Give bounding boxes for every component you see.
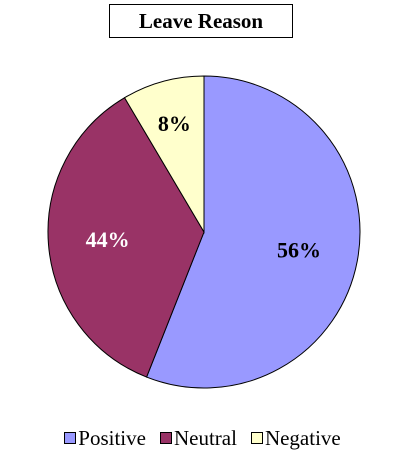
slice-label-neutral: 44% <box>86 227 130 252</box>
legend-swatch-neutral <box>159 432 172 444</box>
pie-slice-positive <box>145 75 361 389</box>
pie-slice-neutral <box>47 97 205 378</box>
legend-entry-positive: Positive <box>64 426 146 450</box>
legend-label-neutral: Neutral <box>173 426 237 450</box>
legend-label-negative: Negative <box>264 426 341 450</box>
legend-label-positive: Positive <box>78 426 146 450</box>
legend-entry-negative: Negative <box>250 426 341 450</box>
legend: Positive Neutral Negative <box>0 424 405 452</box>
legend-swatch-negative <box>250 432 263 444</box>
legend-swatch-positive <box>64 432 77 444</box>
slice-label-negative: 8% <box>158 111 191 136</box>
pie-slice-labels: 56% 44% 8% <box>86 111 321 262</box>
slice-label-positive: 56% <box>277 238 321 263</box>
pie-slices <box>47 75 361 389</box>
pie-slice-negative <box>123 75 205 234</box>
chart-title: Leave Reason <box>109 4 293 38</box>
legend-entry-neutral: Neutral <box>159 426 237 450</box>
